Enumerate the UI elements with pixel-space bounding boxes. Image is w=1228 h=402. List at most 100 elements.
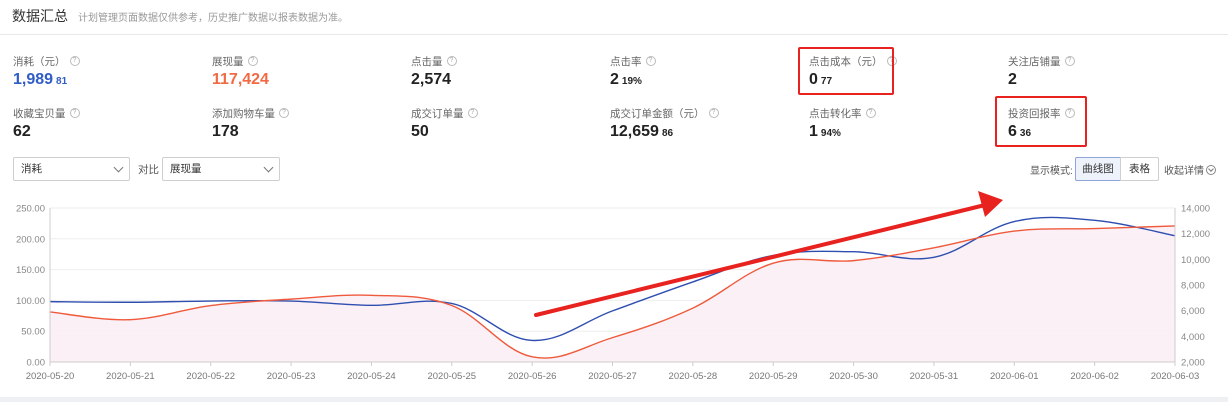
help-icon[interactable]: ? — [69, 108, 80, 118]
x-tick-label: 2020-05-22 — [186, 371, 235, 382]
metric-conversion-rate: 点击转化率? 1 94% — [809, 106, 989, 143]
help-icon[interactable]: ? — [865, 108, 876, 118]
metric-cost: 消耗（元）? 1,989 81 — [13, 54, 193, 91]
series-area — [50, 225, 1175, 362]
metric-shop-follows: 关注店铺量? 2 — [1008, 54, 1188, 91]
metric-value-dec: 19% — [621, 76, 642, 87]
y-right-tick-label: 14,000 — [1181, 204, 1210, 215]
y-right-tick-label: 8,000 — [1181, 281, 1205, 292]
metric-value-int: 2 — [1008, 71, 1017, 88]
metric-value-int: 62 — [13, 123, 31, 140]
metric-label: 关注店铺量 — [1008, 55, 1061, 68]
help-icon[interactable]: ? — [708, 108, 719, 118]
metric-value-int: 12,659 — [610, 123, 659, 140]
metric-value-dec: 94% — [820, 128, 841, 139]
y-left-tick-label: 50.00 — [21, 327, 45, 338]
mode-curve-button[interactable]: 曲线图 — [1075, 157, 1121, 181]
y-right-tick-label: 2,000 — [1181, 358, 1205, 369]
x-tick-label: 2020-05-20 — [26, 371, 75, 382]
y-right-tick-label: 6,000 — [1181, 306, 1205, 317]
metric-label: 点击率 — [610, 55, 642, 68]
x-tick-label: 2020-05-29 — [749, 371, 798, 382]
help-icon[interactable]: ? — [279, 108, 289, 118]
metric-value-int: 2,574 — [411, 71, 452, 88]
collapse-details-link[interactable]: 收起详情 — [1164, 162, 1216, 177]
metric-label: 添加购物车量 — [212, 107, 275, 120]
help-icon[interactable]: ? — [886, 56, 897, 66]
y-right-tick-label: 4,000 — [1181, 332, 1205, 343]
metric-select-value: 消耗 — [21, 163, 42, 175]
help-icon[interactable]: ? — [645, 56, 656, 66]
chart-area — [50, 225, 1175, 362]
metric-value-dec: 77 — [820, 76, 833, 87]
collapse-details-label: 收起详情 — [1164, 166, 1204, 177]
x-tick-label: 2020-06-02 — [1070, 371, 1119, 382]
compare-select[interactable]: 展现量 — [162, 157, 280, 181]
x-tick-label: 2020-06-01 — [990, 371, 1039, 382]
x-tick-label: 2020-05-21 — [106, 371, 155, 382]
metric-label: 成交订单金额（元） — [610, 107, 705, 120]
y-right-tick-label: 12,000 — [1181, 229, 1210, 240]
metric-value-dec: 81 — [56, 76, 68, 87]
metric-value-int: 6 — [1008, 123, 1017, 140]
metric-value-int: 178 — [212, 123, 239, 140]
x-tick-label: 2020-05-26 — [508, 371, 557, 382]
metric-label: 投资回报率 — [1008, 107, 1061, 120]
metric-cpc: 点击成本（元）? 0 77 — [809, 54, 989, 91]
metric-ctr: 点击率? 2 19% — [610, 54, 790, 91]
arrow-head — [978, 191, 1003, 217]
metric-label: 成交订单量 — [411, 107, 464, 120]
trend-arrow — [534, 191, 1003, 317]
y-left-tick-label: 150.00 — [16, 265, 45, 276]
help-icon[interactable]: ? — [1064, 56, 1075, 66]
metric-order-amount: 成交订单金额（元）? 12,659 86 — [610, 106, 790, 143]
metric-select[interactable]: 消耗 — [13, 157, 130, 181]
help-icon[interactable]: ? — [467, 108, 478, 118]
metric-favorites: 收藏宝贝量? 62 — [13, 106, 193, 143]
metric-label: 展现量 — [212, 55, 244, 68]
x-tick-label: 2020-05-30 — [829, 371, 878, 382]
metric-value-dec: 86 — [661, 128, 674, 139]
y-left-tick-label: 200.00 — [16, 234, 45, 245]
page-note: 计划管理页面数据仅供参考，历史推广数据以报表数据为准。 — [78, 13, 348, 24]
metric-add-to-cart: 添加购物车量? 178 — [212, 106, 392, 143]
x-tick-label: 2020-05-28 — [669, 371, 718, 382]
metric-value-dec: 36 — [1019, 128, 1032, 139]
x-tick-label: 2020-05-31 — [910, 371, 959, 382]
highlight-box-roi — [995, 96, 1087, 147]
metric-label: 点击量 — [411, 55, 443, 68]
metric-label: 点击转化率 — [809, 107, 862, 120]
help-icon[interactable]: ? — [69, 56, 80, 66]
y-right-tick-label: 10,000 — [1181, 255, 1210, 266]
display-mode-label: 显示模式: — [1030, 166, 1073, 177]
metric-value-int: 1 — [809, 123, 818, 140]
help-icon[interactable]: ? — [247, 56, 258, 66]
metric-label: 收藏宝贝量 — [13, 107, 66, 120]
highlight-box-cpc — [798, 47, 894, 95]
help-icon[interactable]: ? — [1064, 108, 1075, 118]
x-tick-label: 2020-05-25 — [427, 371, 476, 382]
metric-label: 消耗（元） — [13, 55, 66, 68]
compare-label: 对比 — [138, 164, 159, 176]
header-divider — [0, 34, 1228, 35]
help-icon[interactable]: ? — [446, 56, 457, 66]
x-tick-label: 2020-05-23 — [267, 371, 316, 382]
chevron-circle-icon — [1206, 164, 1216, 175]
metric-value-int: 117,424 — [212, 71, 269, 88]
series-line — [49, 225, 1176, 359]
chart-axes: 0.00 50.00 100.00 150.00 200.00 250.00 2,000 4,… — [16, 204, 1210, 383]
mode-table-button[interactable]: 表格 — [1120, 157, 1159, 181]
metric-value-int: 1,989 — [13, 71, 54, 88]
y-left-tick-label: 250.00 — [16, 204, 45, 215]
x-tick-label: 2020-05-24 — [347, 371, 396, 382]
series-line — [49, 216, 1176, 342]
metric-value-int: 50 — [411, 123, 429, 140]
page-header: 数据汇总 计划管理页面数据仅供参考，历史推广数据以报表数据为准。 — [12, 6, 348, 26]
x-tick-label: 2020-06-03 — [1151, 371, 1200, 382]
bottom-bar — [0, 397, 1228, 402]
x-tick-label: 2020-05-27 — [588, 371, 637, 382]
metric-orders: 成交订单量? 50 — [411, 106, 591, 143]
page-title: 数据汇总 — [12, 8, 68, 24]
metric-roi: 投资回报率? 6 36 — [1008, 106, 1188, 143]
